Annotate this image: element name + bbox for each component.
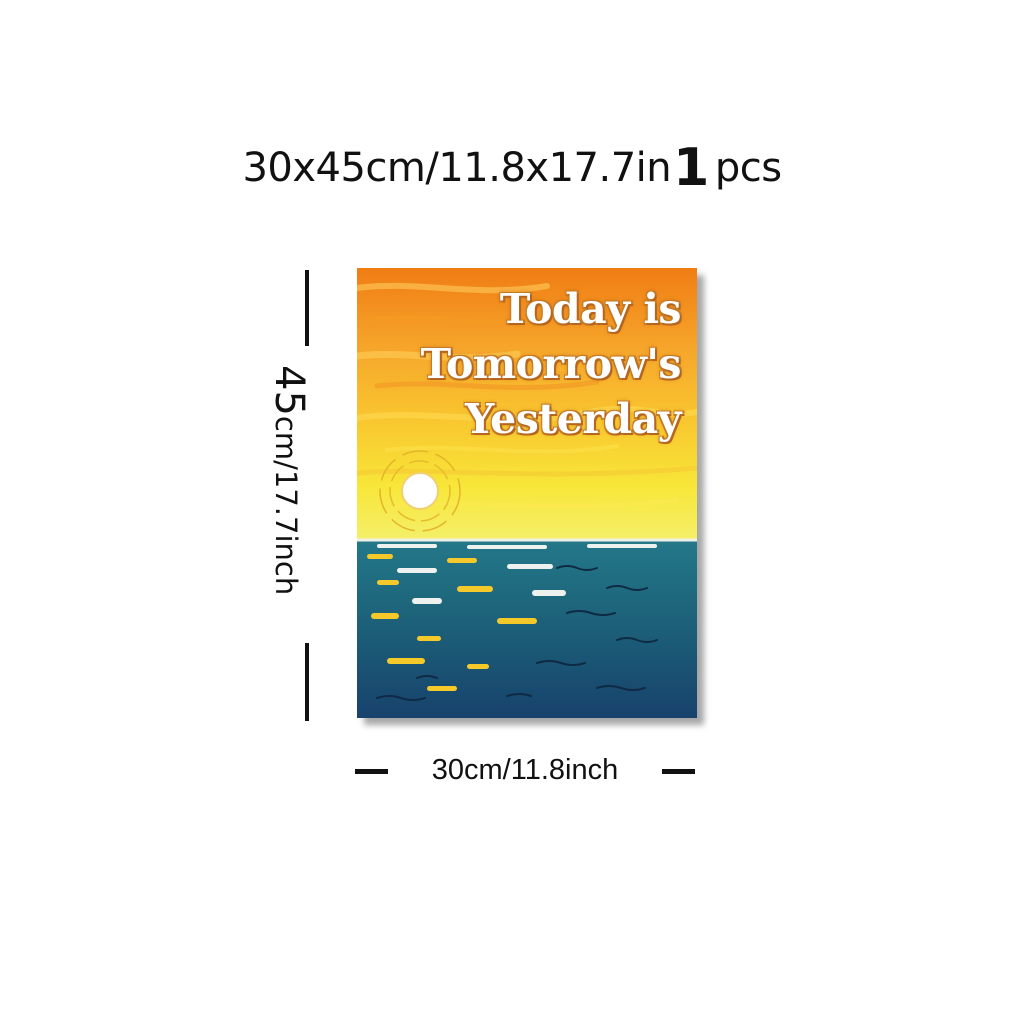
sun — [379, 450, 461, 532]
width-dimension-label: 30cm/11.8inch — [431, 754, 619, 786]
width-dimension-bar-right — [662, 769, 695, 774]
sun-reflections — [367, 554, 537, 691]
poster-image: Today is Tomorrow's Yesterday — [357, 268, 697, 718]
quote-line-2: Tomorrow's — [420, 340, 682, 388]
poster-quote: Today is Tomorrow's Yesterday — [361, 282, 682, 447]
width-dimension-bar-left — [355, 769, 388, 774]
product-size-headline: 30x45cm/11.8x17.7in1 pcs — [0, 138, 1024, 198]
quantity-number: 1 — [673, 138, 709, 198]
quote-line-3: Yesterday — [464, 395, 682, 443]
size-text: 30x45cm/11.8x17.7in — [242, 145, 672, 191]
wave-lines — [376, 565, 658, 701]
height-unit-text: cm/17.7inch — [269, 415, 303, 596]
horizon-highlights — [377, 544, 657, 604]
quote-line-1: Today is — [499, 285, 682, 333]
height-dimension-bar-bottom — [305, 643, 309, 721]
quantity-unit: pcs — [714, 145, 782, 191]
height-number: 45 — [266, 365, 312, 416]
width-dimension: 30cm/11.8inch — [355, 752, 695, 792]
sunset-seascape-illustration — [357, 268, 697, 718]
height-dimension-bar-top — [305, 270, 309, 346]
height-dimension-label: 45cm/17.7inch — [266, 365, 312, 596]
